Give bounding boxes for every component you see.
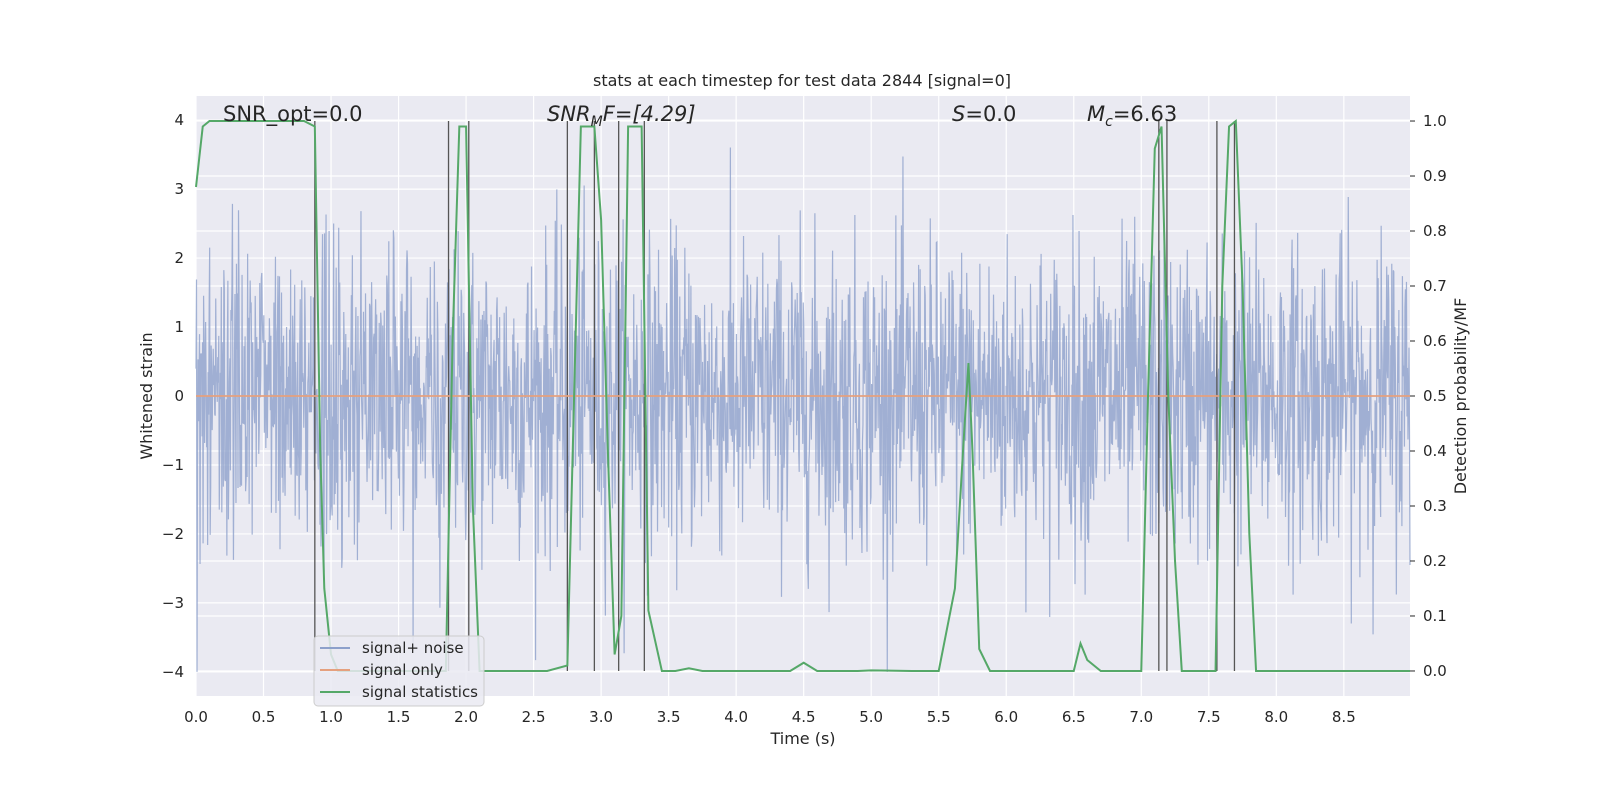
y-right-tick-label: 0.5: [1423, 387, 1447, 405]
annotation-mc-base: M: [1087, 102, 1105, 126]
x-tick-label: 5.5: [927, 708, 951, 726]
y-right-tick-label: 0.0: [1423, 662, 1447, 680]
y-left-tick-label: 2: [174, 249, 184, 267]
annotation-snr-mf-base: SNR: [547, 102, 591, 126]
annotation-mc: Mc=6.63: [1087, 102, 1177, 130]
y-right-tick-label: 0.3: [1423, 497, 1447, 515]
y-right-tick-label: 0.7: [1423, 277, 1447, 295]
y-left-tick-label: −1: [162, 456, 184, 474]
signal-noise-line: [195, 147, 1411, 672]
y-left-tick-label: −4: [162, 663, 184, 681]
x-tick-label: 0.5: [252, 708, 276, 726]
x-tick-label: 0.0: [184, 708, 208, 726]
x-tick-label: 3.5: [657, 708, 681, 726]
legend-label-signal-only: signal only: [362, 661, 443, 679]
x-tick-label: 1.0: [319, 708, 343, 726]
legend-label-signal-statistics: signal statistics: [362, 683, 478, 701]
x-tick-label: 2.0: [454, 708, 478, 726]
y-right-tick-label: 0.6: [1423, 332, 1447, 350]
y-left-tick-label: 3: [174, 180, 184, 198]
y-right-tick-label: 0.8: [1423, 222, 1447, 240]
annotation-mc-value: =6.63: [1113, 102, 1177, 126]
y-left-tick-label: 0: [174, 387, 184, 405]
y-right-tick-labels: 1.0 0.9 0.8 0.7 0.6 0.5 0.4 0.3 0.2 0.1 0.0: [1410, 112, 1447, 680]
annotation-s: S=0.0: [952, 102, 1016, 126]
y-right-tick-label: 1.0: [1423, 112, 1447, 130]
y-right-axis-label: Detection probability/MF: [1451, 298, 1470, 495]
legend-box: [313, 635, 485, 707]
x-tick-label: 6.5: [1062, 708, 1086, 726]
annotation-snr-mf: SNRMF=[4.29]: [547, 102, 696, 130]
annotation-snr-opt: SNR_opt=0.0: [223, 102, 363, 127]
y-left-tick-label: 1: [174, 318, 184, 336]
legend: signal+ noise signal only signal statist…: [313, 635, 485, 707]
x-tick-label: 2.5: [522, 708, 546, 726]
x-tick-label: 3.0: [589, 708, 613, 726]
y-left-tick-label: −3: [162, 594, 184, 612]
x-axis-label: Time (s): [769, 729, 835, 748]
y-right-tick-label: 0.1: [1423, 607, 1447, 625]
annotation-snr-mf-rest: F=[4.29]: [603, 102, 696, 126]
annotation-snr-mf-sub: M: [591, 114, 603, 130]
annotation-snr-mf-rest-text: F=[4.29]: [603, 102, 696, 126]
x-tick-label: 8.5: [1332, 708, 1356, 726]
y-right-tick-label: 0.9: [1423, 167, 1447, 185]
y-left-tick-label: −2: [162, 525, 184, 543]
y-left-tick-labels: 4 3 2 1 0 −1 −2 −3 −4: [162, 111, 184, 681]
chart-title: stats at each timestep for test data 284…: [593, 71, 1011, 90]
annotation-s-italic: S: [952, 102, 965, 126]
x-tick-label: 4.5: [792, 708, 816, 726]
y-right-tick-label: 0.4: [1423, 442, 1447, 460]
x-tick-label: 8.0: [1264, 708, 1288, 726]
signal-noise-series: [195, 147, 1411, 672]
y-left-tick-label: 4: [174, 111, 184, 129]
x-tick-label: 1.5: [387, 708, 411, 726]
x-tick-label: 7.5: [1197, 708, 1221, 726]
x-tick-label: 4.0: [724, 708, 748, 726]
y-left-axis-label: Whitened strain: [137, 332, 156, 459]
x-tick-label: 5.0: [859, 708, 883, 726]
annotation-mc-sub: c: [1105, 114, 1113, 130]
x-tick-labels: 0.0 0.5 1.0 1.5 2.0 2.5 3.0 3.5 4.0 4.5 5.0 5.5 6.0 6…: [184, 708, 1356, 726]
annotation-s-value: =0.0: [965, 102, 1016, 126]
y-right-tick-label: 0.2: [1423, 552, 1447, 570]
x-tick-label: 6.0: [994, 708, 1018, 726]
x-tick-label: 7.0: [1129, 708, 1153, 726]
legend-label-signal-noise: signal+ noise: [362, 639, 464, 657]
annotations: SNR_opt=0.0 SNRMF=[4.29] S=0.0 Mc=6.63: [223, 102, 1177, 130]
